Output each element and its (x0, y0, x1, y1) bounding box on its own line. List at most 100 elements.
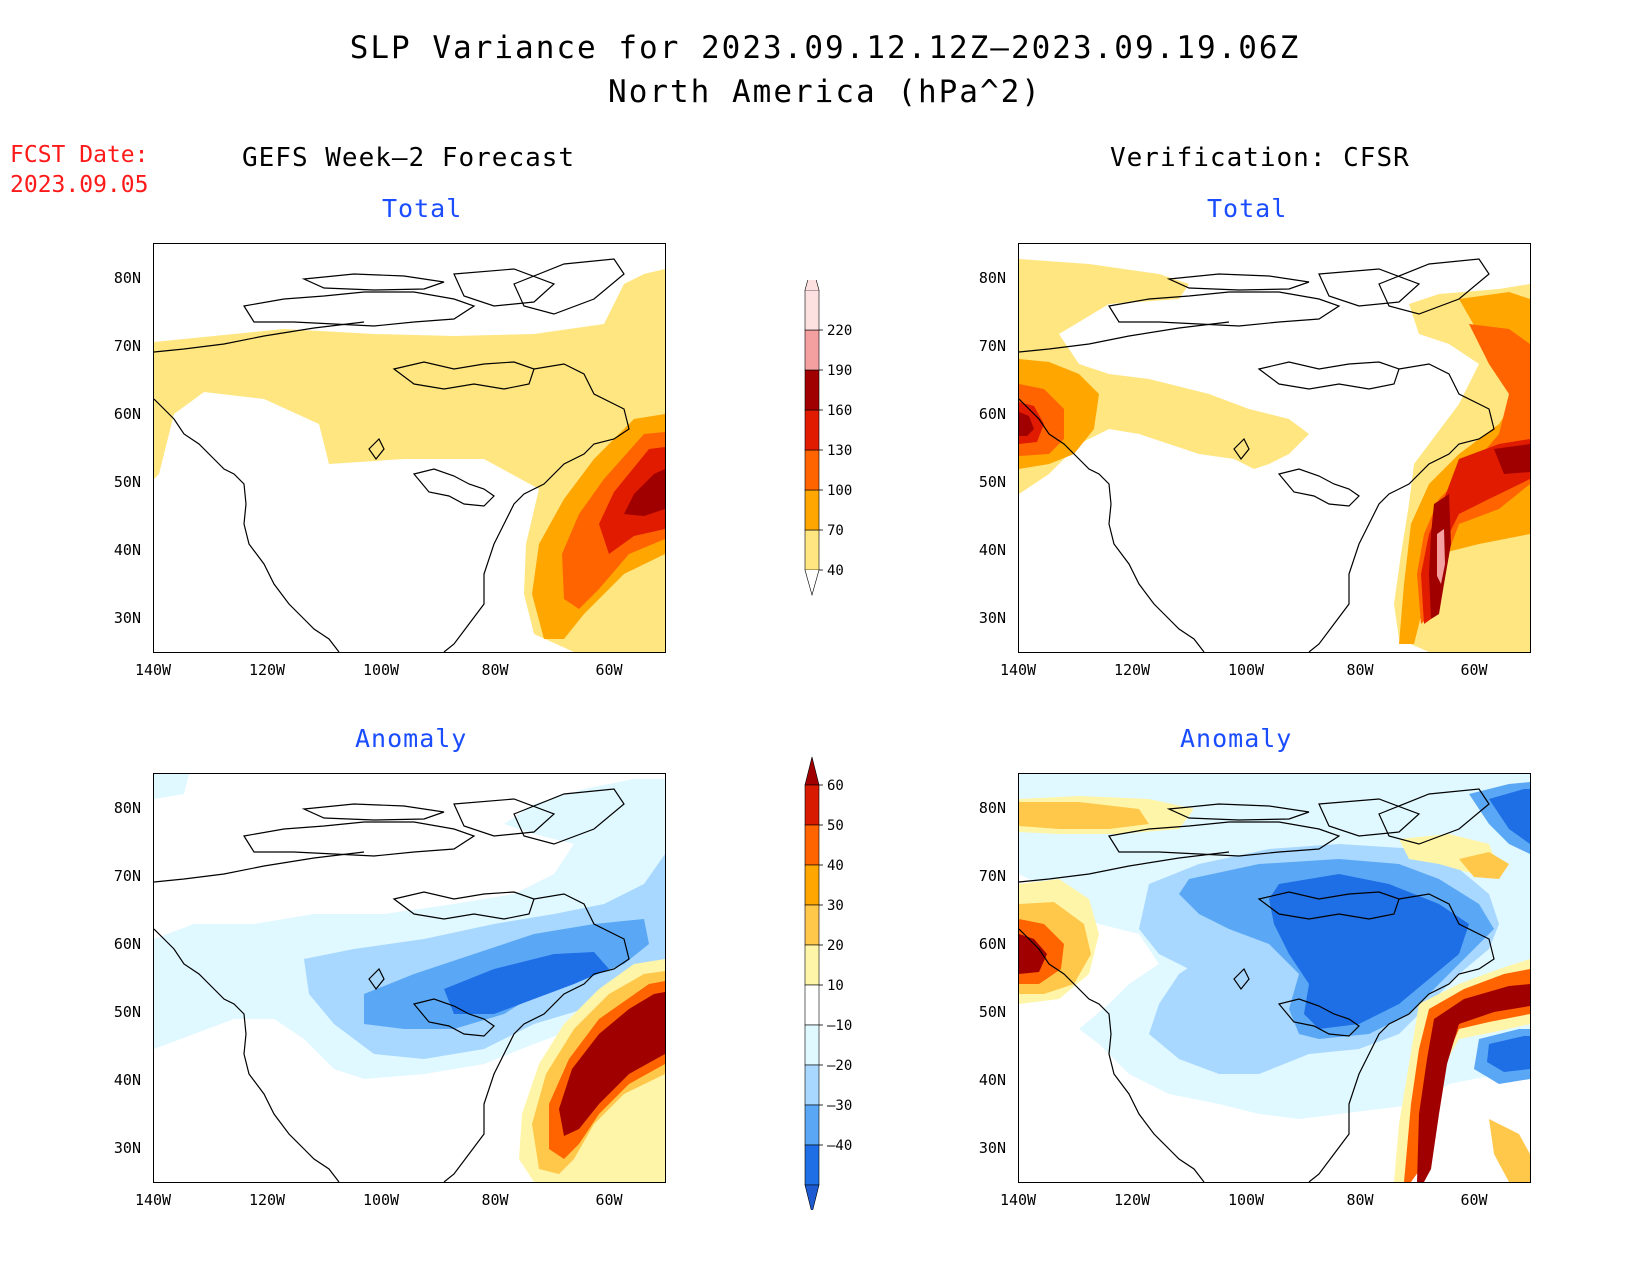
colorbar-total-box (804, 369, 820, 411)
panel-title-verification-total: Total (1207, 194, 1288, 223)
variance-contour-190 (1437, 529, 1445, 584)
colorbar-total: 40 70 100 130 160 190 220 (804, 280, 852, 597)
lon-label: 140W (999, 661, 1037, 679)
variance-contour-160-east (1494, 444, 1530, 474)
lon-label: 80W (1346, 661, 1374, 679)
colorbar-anomaly-label: 50 (827, 818, 844, 834)
lat-label: 80N (113, 269, 141, 287)
lat-label: 50N (113, 473, 141, 491)
variance-contour-160 (624, 469, 665, 516)
lat-label: 60N (113, 405, 141, 423)
anomaly-contour-20-north (1019, 802, 1149, 829)
fcst-date-value: 2023.09.05 (10, 172, 149, 198)
map-forecast-anomaly (153, 773, 666, 1183)
verification-column-title: Verification: CFSR (1110, 143, 1410, 173)
lat-label: 60N (978, 935, 1006, 953)
panel-title-forecast-anomaly: Anomaly (355, 724, 468, 753)
colorbar-anomaly-label: 20 (827, 938, 844, 954)
main-title: SLP Variance for 2023.09.12.12Z–2023.09.… (349, 30, 1301, 66)
variance-contour-160 (1019, 412, 1034, 436)
anomaly-contour-60 (559, 992, 665, 1136)
lat-label: 50N (113, 1003, 141, 1021)
lon-label: 140W (999, 1191, 1037, 1209)
colorbar-anomaly-box (804, 1144, 820, 1186)
colorbar-total-box (804, 449, 820, 491)
colorbar-anomaly-top-tip (804, 756, 820, 786)
lon-label: 80W (481, 661, 509, 679)
colorbar-anomaly-box (804, 1024, 820, 1066)
variance-contour-130-east (1421, 439, 1530, 624)
lon-label: 100W (1227, 1191, 1265, 1209)
lon-label: 100W (362, 661, 400, 679)
colorbar-anomaly-label: 40 (827, 858, 844, 874)
lat-label: 80N (978, 799, 1006, 817)
lat-label: 70N (113, 867, 141, 885)
lon-label: 120W (1113, 1191, 1151, 1209)
lat-label: 30N (113, 609, 141, 627)
lat-label: 40N (113, 541, 141, 559)
lon-label: 100W (362, 1191, 400, 1209)
anomaly-contour-60-west (1019, 934, 1047, 974)
colorbar-anomaly-label: 30 (827, 898, 844, 914)
colorbar-total-bottom-tip (804, 569, 820, 597)
lat-label: 30N (978, 609, 1006, 627)
lon-label: 60W (595, 661, 623, 679)
colorbar-anomaly: 60 50 40 30 20 10 –10 –20 –30 –40 (804, 756, 852, 1210)
lon-label: 120W (248, 661, 286, 679)
lat-label: 40N (113, 1071, 141, 1089)
lon-label: 60W (1460, 1191, 1488, 1209)
colorbar-total-top-tip (804, 280, 820, 291)
lon-label: 80W (1346, 1191, 1374, 1209)
anomaly-contour-20-ne (1459, 852, 1509, 879)
colorbar-anomaly-label: –40 (827, 1138, 852, 1154)
anomaly-contour-minus40 (444, 952, 609, 1014)
coastline (1019, 258, 1495, 652)
colorbar-total-label: 70 (827, 523, 844, 539)
variance-contour-40 (154, 269, 665, 652)
coastline (1019, 788, 1495, 1182)
lat-label: 70N (978, 337, 1006, 355)
colorbar-anomaly-bottom-tip (804, 1184, 820, 1210)
colorbar-total-label: 130 (827, 443, 852, 459)
anomaly-contour-minus40-e (1487, 1036, 1530, 1072)
colorbar-anomaly-label: –20 (827, 1058, 852, 1074)
lat-label: 50N (978, 473, 1006, 491)
colorbar-anomaly-label: –10 (827, 1018, 852, 1034)
colorbar-anomaly-box (804, 824, 820, 866)
panel-title-verification-anomaly: Anomaly (1180, 724, 1293, 753)
lat-label: 80N (113, 799, 141, 817)
coastline (154, 788, 630, 1182)
colorbar-total-label: 40 (827, 563, 844, 579)
colorbar-total-label: 160 (827, 403, 852, 419)
lon-label: 100W (1227, 661, 1265, 679)
map-verification-total (1018, 243, 1531, 653)
lat-label: 80N (978, 269, 1006, 287)
colorbar-anomaly-box (804, 784, 820, 826)
colorbar-total-box (804, 529, 820, 571)
lon-label: 120W (248, 1191, 286, 1209)
colorbar-total-box (804, 489, 820, 531)
map-forecast-total (153, 243, 666, 653)
lon-label: 140W (134, 1191, 172, 1209)
lat-label: 30N (113, 1139, 141, 1157)
lat-label: 50N (978, 1003, 1006, 1021)
lat-label: 70N (978, 867, 1006, 885)
subtitle: North America (hPa^2) (608, 74, 1042, 110)
colorbar-anomaly-box (804, 904, 820, 946)
lat-label: 30N (978, 1139, 1006, 1157)
colorbar-anomaly-box (804, 984, 820, 1026)
coastline (154, 258, 630, 652)
colorbar-anomaly-label: 10 (827, 978, 844, 994)
lat-label: 70N (113, 337, 141, 355)
lon-label: 120W (1113, 661, 1151, 679)
anomaly-contour-20-se (1489, 1119, 1530, 1182)
lat-label: 40N (978, 541, 1006, 559)
variance-contour-40 (1019, 259, 1309, 494)
colorbar-anomaly-box (804, 864, 820, 906)
anomaly-contour-minus40-ne (1489, 789, 1530, 844)
lon-label: 60W (595, 1191, 623, 1209)
lat-label: 60N (978, 405, 1006, 423)
colorbar-total-label: 190 (827, 363, 852, 379)
panel-title-forecast-total: Total (382, 194, 463, 223)
lon-label: 60W (1460, 661, 1488, 679)
